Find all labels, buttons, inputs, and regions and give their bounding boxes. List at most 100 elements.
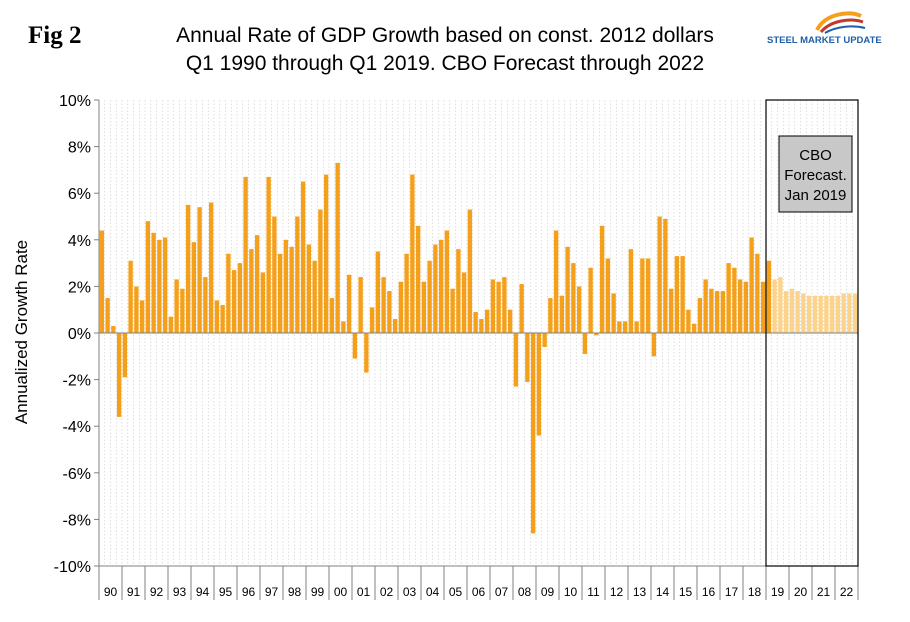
bar-actual: [151, 232, 156, 333]
y-tick-label: -8%: [63, 512, 91, 529]
bar-actual: [461, 272, 467, 333]
bar-actual: [300, 181, 306, 333]
bar-actual: [450, 288, 455, 333]
bar-actual: [214, 300, 220, 333]
bar-actual: [341, 321, 346, 333]
bar-actual: [139, 300, 145, 333]
bar-actual: [220, 305, 225, 333]
bar-actual: [392, 319, 398, 333]
forecast-annotation-line-3: Jan 2019: [785, 187, 847, 204]
bar-actual: [622, 321, 628, 333]
bar-actual: [433, 244, 438, 333]
bar-actual: [369, 307, 375, 333]
bar-forecast: [847, 293, 852, 333]
x-tick-label: 97: [265, 585, 279, 599]
forecast-annotation-box: [778, 135, 853, 213]
figure-label: Fig 2: [28, 22, 82, 49]
bar-actual: [576, 286, 582, 333]
bar-actual: [116, 333, 122, 417]
x-tick-label: 19: [771, 585, 785, 599]
bar-actual: [645, 258, 651, 333]
x-tick-label: 18: [748, 585, 762, 599]
bar-actual: [249, 249, 254, 333]
x-tick-label: 92: [150, 585, 164, 599]
x-tick-label: 10: [564, 585, 578, 599]
y-tick-label: -4%: [63, 419, 91, 436]
x-tick-label: 13: [633, 585, 647, 599]
bar-actual: [640, 258, 645, 333]
bar-actual: [582, 333, 588, 354]
bar-forecast: [829, 295, 835, 333]
x-tick-label: 03: [403, 585, 417, 599]
bar-actual: [122, 333, 128, 378]
bar-actual: [479, 319, 484, 333]
bar-actual: [323, 174, 329, 333]
bar-actual: [415, 225, 421, 333]
bar-actual: [743, 281, 749, 333]
forecast-annotation-line-1: CBO: [799, 147, 832, 164]
x-tick-label: 01: [357, 585, 371, 599]
bar-actual: [231, 270, 237, 333]
logo-swoosh-red: [819, 18, 864, 34]
bar-actual: [306, 244, 312, 333]
chart-title-line-1: Annual Rate of GDP Growth based on const…: [176, 24, 714, 47]
bar-forecast: [778, 277, 783, 333]
bar-actual: [588, 267, 593, 333]
bar-actual: [254, 235, 260, 333]
bar-actual: [456, 249, 461, 333]
bar-actual: [111, 326, 116, 333]
bar-actual: [542, 333, 547, 347]
bar-actual: [628, 249, 634, 333]
bar-actual: [599, 225, 605, 333]
bar-forecast: [841, 293, 846, 333]
bar-actual: [237, 263, 243, 333]
x-tick-label: 04: [426, 585, 440, 599]
bar-actual: [709, 288, 714, 333]
bar-forecast: [801, 293, 806, 333]
y-tick-label: 6%: [68, 186, 91, 203]
bar-actual: [496, 281, 501, 333]
bar-actual: [375, 251, 381, 333]
bar-forecast: [852, 293, 858, 333]
bar-actual: [565, 246, 570, 333]
bar-actual: [657, 216, 662, 333]
forecast-region-frame: [765, 99, 859, 567]
bar-actual: [99, 230, 105, 333]
x-tick-label: 12: [610, 585, 624, 599]
bar-actual: [203, 277, 208, 333]
x-tick-label: 20: [794, 585, 808, 599]
bar-actual: [513, 333, 519, 387]
bar-actual: [755, 253, 760, 333]
bar-actual: [674, 256, 680, 333]
bar-actual: [364, 333, 369, 373]
x-tick-label: 08: [518, 585, 532, 599]
bar-forecast: [806, 295, 812, 333]
bar-actual: [519, 284, 524, 333]
bar-actual: [266, 176, 271, 333]
bar-actual: [668, 288, 674, 333]
x-tick-label: 22: [840, 585, 854, 599]
bar-actual: [226, 253, 231, 333]
bar-actual: [312, 260, 317, 333]
bar-actual: [680, 256, 685, 333]
x-tick-label: 14: [656, 585, 670, 599]
x-tick-label: 11: [587, 585, 600, 599]
x-tick-label: 95: [219, 585, 233, 599]
forecast-annotation: CBO Forecast. Jan 2019: [778, 135, 853, 213]
bar-actual: [444, 230, 450, 333]
x-tick-label: 93: [173, 585, 187, 599]
x-tick-label: 98: [288, 585, 302, 599]
bar-actual: [525, 333, 530, 382]
y-tick-label: 4%: [68, 233, 91, 250]
y-tick-label: 0%: [68, 326, 91, 343]
bar-actual: [490, 279, 496, 333]
bar-actual: [553, 230, 559, 333]
bar-actual: [272, 216, 277, 333]
bar-forecast: [812, 295, 818, 333]
bar-actual: [318, 209, 323, 333]
bar-actual: [260, 272, 266, 333]
bar-actual: [548, 298, 553, 333]
bar-actual: [438, 239, 444, 333]
bar-actual: [605, 258, 611, 333]
bar-actual: [191, 242, 197, 333]
